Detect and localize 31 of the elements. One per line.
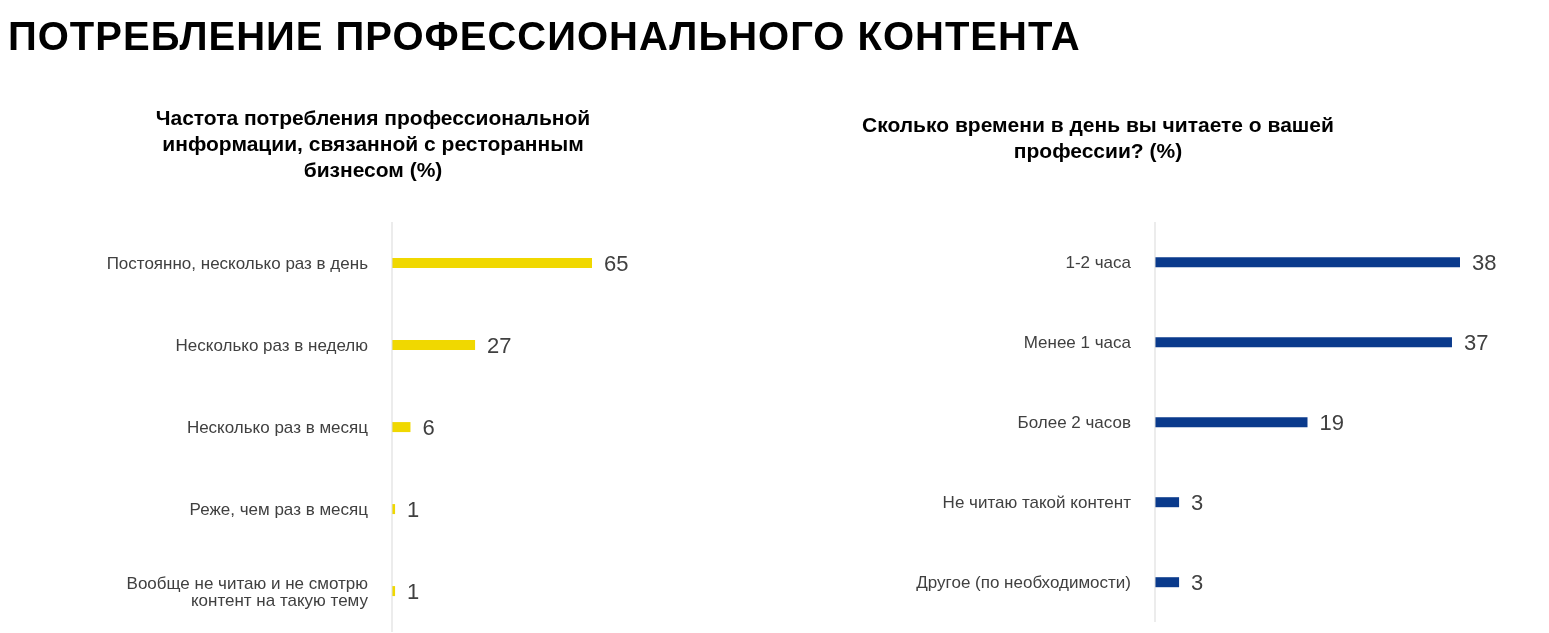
bar xyxy=(1155,497,1180,508)
y-tick-label: Не читаю такой контент xyxy=(942,493,1132,513)
data-label: 37 xyxy=(1463,330,1489,356)
y-tick-label: 1-2 часа xyxy=(1065,253,1132,273)
bar xyxy=(392,422,411,433)
bar xyxy=(1155,577,1180,588)
data-label: 1 xyxy=(407,496,420,522)
bar xyxy=(392,340,476,351)
data-label: 1 xyxy=(407,578,420,604)
chart-title: Сколько времени в день вы читаете о вашей профессии? (%) xyxy=(861,112,1335,164)
chart-subtitle: Частота потребления профессиональной информации, связанной с ресторанным бизнесом (%) xyxy=(154,105,592,183)
y-tick-label: Реже, чем раз в месяц xyxy=(189,500,369,520)
bar xyxy=(1155,417,1308,428)
data-label: 19 xyxy=(1319,410,1344,436)
y-tick-label: Несколько раз в неделю xyxy=(175,336,369,356)
y-tick-label: Более 2 часов xyxy=(1017,413,1131,433)
bar xyxy=(1155,257,1460,268)
data-label: 38 xyxy=(1472,250,1497,276)
data-label: 65 xyxy=(604,250,629,276)
y-tick-label: Постоянно, несколько раз в день xyxy=(106,254,369,274)
chart-title: ПОТРЕБЛЕНИЕ ПРОФЕССИОНАЛЬНОГО КОНТЕНТА xyxy=(8,14,1081,59)
y-tick-label: Менее 1 часа xyxy=(1023,333,1132,353)
bar xyxy=(1155,337,1452,348)
y-tick-label: Вообще не читаю и не смотрю контент на такую тему xyxy=(126,573,369,610)
data-label: 6 xyxy=(422,414,435,440)
y-tick-label: Другое (по необходимости) xyxy=(916,573,1131,593)
data-label: 3 xyxy=(1191,570,1204,596)
data-label: 3 xyxy=(1191,490,1204,516)
bar xyxy=(392,258,592,269)
data-label: 27 xyxy=(487,332,512,358)
y-tick-label: Несколько раз в месяц xyxy=(186,418,369,438)
